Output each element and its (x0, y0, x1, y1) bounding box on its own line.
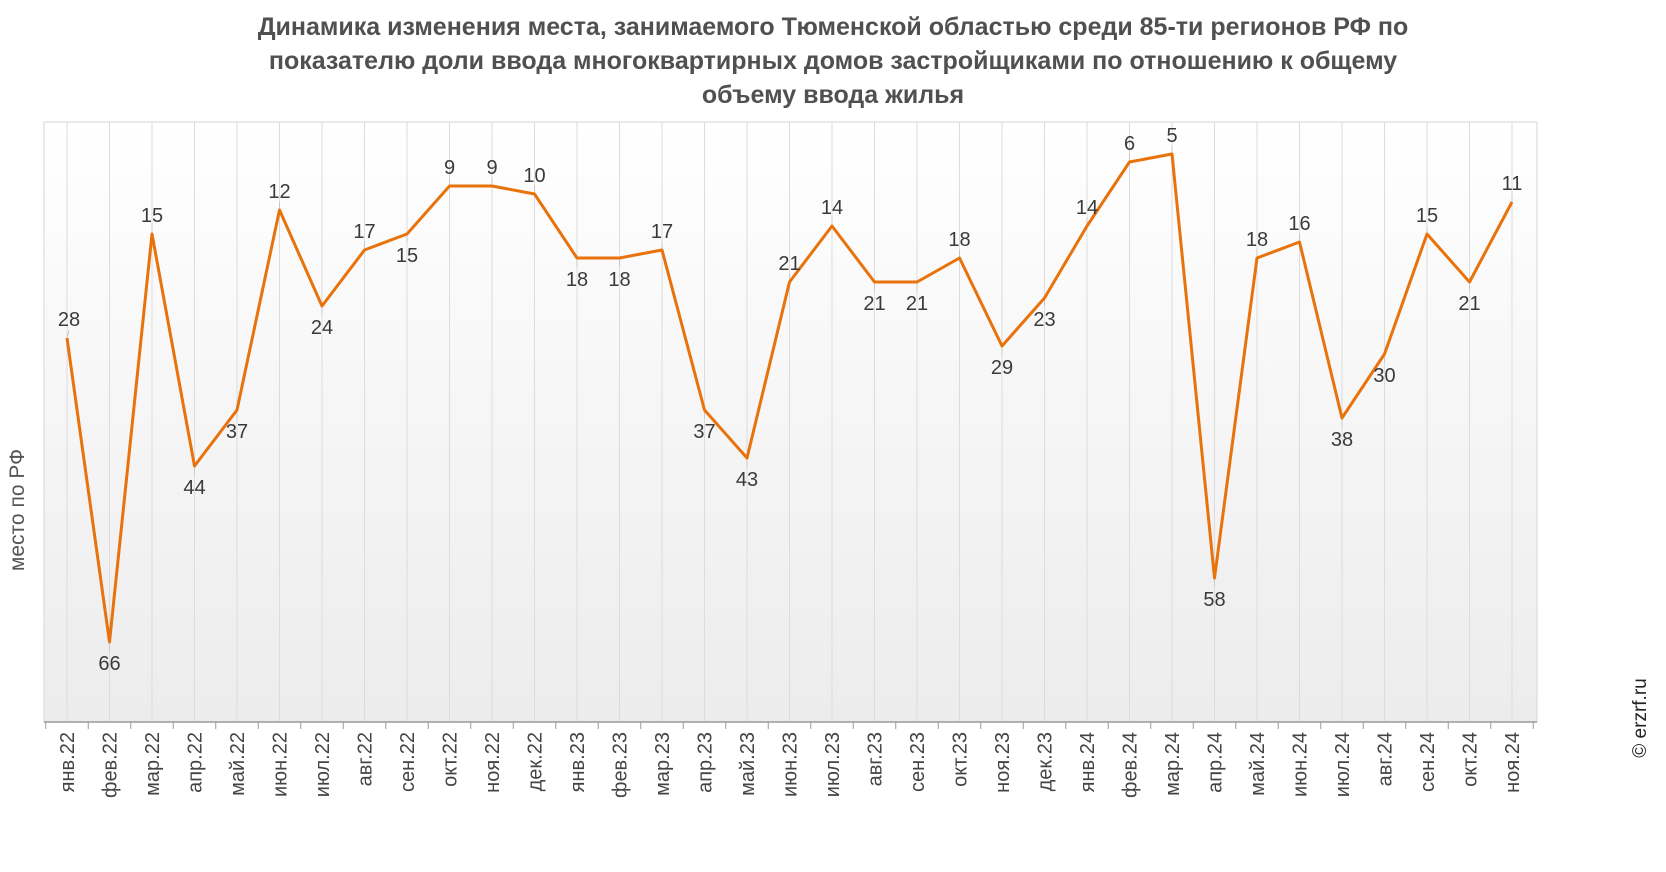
data-label: 18 (948, 229, 970, 251)
data-label: 5 (1166, 125, 1177, 147)
x-tick-label: янв.23 (567, 732, 589, 792)
x-tick-label: июл.23 (822, 732, 844, 797)
x-tick-label: сен.22 (397, 732, 419, 792)
x-tick-label: дек.22 (525, 732, 547, 791)
x-tick-label: мар.24 (1162, 732, 1184, 796)
data-label: 18 (608, 269, 630, 291)
x-tick-label: сен.23 (907, 732, 929, 792)
x-tick-label: мар.23 (652, 732, 674, 796)
data-label: 24 (311, 317, 333, 339)
data-label: 43 (736, 469, 758, 491)
x-tick-label: июн.24 (1290, 732, 1312, 797)
x-tick-label: фев.23 (610, 732, 632, 798)
data-label: 37 (226, 421, 248, 443)
x-tick-label: янв.24 (1077, 732, 1099, 792)
x-tick-label: апр.22 (185, 732, 207, 793)
x-tick-label: май.24 (1247, 732, 1269, 796)
chart-title-line-2: показателю доли ввода многоквартирных до… (268, 47, 1398, 75)
data-label: 21 (1458, 293, 1480, 315)
grid-lines (66, 122, 1513, 722)
x-tick-label: авг.22 (355, 732, 377, 786)
x-tick-label: фев.24 (1120, 732, 1142, 798)
data-label: 10 (523, 165, 545, 187)
data-labels: 28 66 15 44 37 12 24 17 15 9 9 10 18 18 17 37 43 21 14 21 21… (58, 125, 1523, 675)
data-label: 6 (1124, 133, 1135, 155)
plot-area (43, 121, 1538, 723)
x-tick-label: июн.22 (270, 732, 292, 797)
data-label: 15 (396, 245, 418, 267)
data-label: 17 (651, 221, 673, 243)
x-tick-label: авг.24 (1375, 732, 1397, 786)
data-label: 21 (778, 253, 800, 275)
data-label: 37 (693, 421, 715, 443)
chart-title-line-1: Динамика изменения места, занимаемого Тю… (257, 13, 1409, 41)
data-label: 9 (486, 157, 497, 179)
data-label: 18 (566, 269, 588, 291)
x-tick-label: окт.23 (950, 732, 972, 787)
x-tick-label: ноя.22 (482, 732, 504, 793)
data-label: 38 (1331, 429, 1353, 451)
chart-title-line-3: объему ввода жилья (701, 81, 965, 109)
data-label: 66 (98, 653, 120, 675)
data-label: 18 (1246, 229, 1268, 251)
copyright-watermark: © erzrf.ru (1630, 678, 1651, 758)
data-label: 14 (821, 197, 843, 219)
x-tick-label: июн.23 (780, 732, 802, 797)
x-tick-label: сен.24 (1417, 732, 1439, 792)
data-label: 30 (1373, 365, 1395, 387)
x-tick-label: мар.22 (142, 732, 164, 796)
x-tick-label: апр.23 (695, 732, 717, 793)
data-label: 28 (58, 309, 80, 331)
data-label-leader (66, 329, 70, 339)
x-tick-label: июл.22 (312, 732, 334, 797)
x-tick-label: янв.22 (57, 732, 79, 792)
data-label: 29 (991, 357, 1013, 379)
data-label: 11 (1502, 173, 1523, 195)
x-tick-label: апр.24 (1205, 732, 1227, 793)
data-label: 16 (1288, 213, 1310, 235)
series-line (65, 152, 1514, 644)
data-label: 23 (1033, 309, 1055, 331)
x-tick-label: май.23 (737, 732, 759, 796)
x-tick-label: июл.24 (1332, 732, 1354, 797)
x-tick-label: фев.22 (100, 732, 122, 798)
x-tick-label: ноя.24 (1502, 732, 1524, 793)
data-label: 17 (353, 221, 375, 243)
x-tick-label: дек.23 (1035, 732, 1057, 791)
data-label: 14 (1076, 197, 1098, 219)
chart-title: Динамика изменения места, занимаемого Тю… (0, 10, 1666, 112)
data-label: 21 (863, 293, 885, 315)
x-tick-label: окт.24 (1460, 732, 1482, 787)
data-label: 44 (183, 477, 205, 499)
x-axis-labels: янв.22 фев.22 мар.22 апр.22 май.22 июн.22 июл.… (57, 732, 1524, 798)
x-axis-ticks (45, 722, 1534, 729)
data-label: 21 (906, 293, 928, 315)
x-tick-label: ноя.23 (992, 732, 1014, 793)
x-tick-label: авг.23 (865, 732, 887, 786)
data-label: 15 (1416, 205, 1438, 227)
x-tick-label: окт.22 (440, 732, 462, 787)
data-label: 9 (444, 157, 455, 179)
data-label: 15 (141, 205, 163, 227)
x-tick-label: май.22 (227, 732, 249, 796)
data-label: 58 (1203, 589, 1225, 611)
data-label: 12 (268, 181, 290, 203)
